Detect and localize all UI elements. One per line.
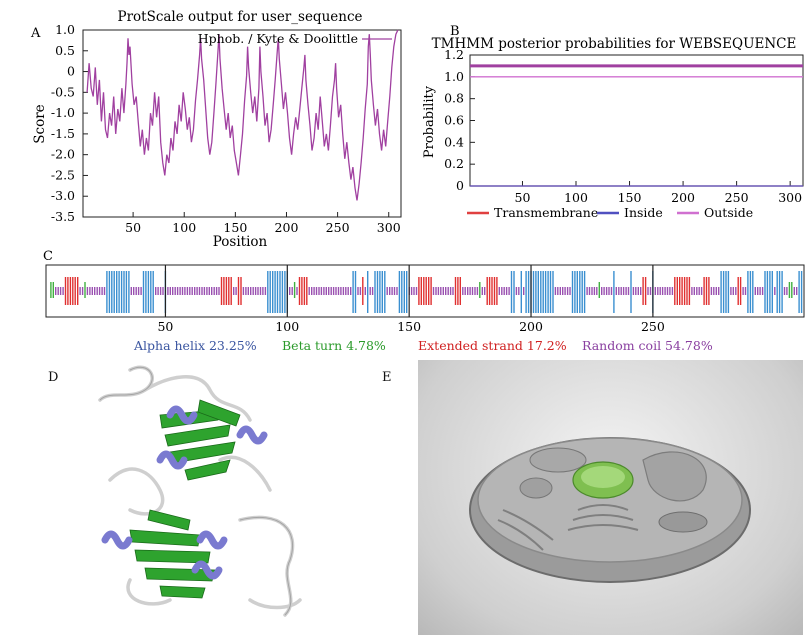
chart-a-ytick-label: -0.5 xyxy=(51,84,75,99)
tmhmm-chart: B TMHMM posterior probabilities for WEBS… xyxy=(422,24,804,220)
panel-label-a: A xyxy=(30,26,41,41)
chart-b-legend: Transmembrane Inside Outside xyxy=(467,205,753,220)
panel-label-e: E xyxy=(382,370,392,385)
legend-alpha-helix: Alpha helix 23.25% xyxy=(134,338,257,353)
chart-c-legend: Alpha helix 23.25% Beta turn 4.78% Exten… xyxy=(0,338,811,356)
chart-b-frame xyxy=(469,54,804,187)
chart-b-xtick-label: 300 xyxy=(778,190,802,205)
chart-a-xtick-label: 200 xyxy=(275,220,299,235)
panel-a: ProtScale output for user_sequence A 50 1… xyxy=(0,0,420,255)
chart-c-xtick-label: 250 xyxy=(641,319,665,334)
chart-a-ytick-label: 1.0 xyxy=(55,22,75,37)
chart-a-frame xyxy=(82,29,402,218)
secondary-structure-chart: C 50 100 150 200 250 xyxy=(43,249,805,334)
chart-b-ytick-label: 0.2 xyxy=(444,156,464,171)
cell-3d-image xyxy=(418,360,803,635)
chart-a-title: ProtScale output for user_sequence xyxy=(117,9,362,25)
chart-c-xtick-label: 100 xyxy=(275,319,299,334)
chart-b-ylabel: Probability xyxy=(422,85,437,158)
legend-beta-turn: Beta turn 4.78% xyxy=(282,338,386,353)
chart-c-xtick-label: 50 xyxy=(157,319,173,334)
chart-c-frame xyxy=(45,264,805,318)
chart-a-xtick-label: 50 xyxy=(125,220,141,235)
chart-c-xtick-label: 150 xyxy=(397,319,421,334)
chart-b-xtick-label: 50 xyxy=(515,190,531,205)
chart-a-xlabel: Position xyxy=(213,234,268,250)
panel-b: B TMHMM posterior probabilities for WEBS… xyxy=(415,0,811,255)
chart-b-xtick-label: 100 xyxy=(564,190,588,205)
chart-a-legend-text: Hphob. / Kyte & Doolittle xyxy=(198,31,358,46)
chart-a-ytick-label: -1.5 xyxy=(51,126,75,141)
legend-extended-strand: Extended strand 17.2% xyxy=(418,338,567,353)
chart-b-ytick-label: 1.2 xyxy=(444,47,464,62)
chart-b-ytick-label: 0.4 xyxy=(444,134,464,149)
chart-b-legend-label: Inside xyxy=(624,205,663,220)
cell-3d-icon xyxy=(469,437,751,583)
hydrophobicity-series-line xyxy=(86,29,399,201)
chart-a-ytick-label: -2.5 xyxy=(51,167,75,182)
chart-a-ytick-label: -1.0 xyxy=(51,105,75,120)
hydrophobicity-chart: ProtScale output for user_sequence A 50 1… xyxy=(30,9,402,250)
protein-ribbon-icon xyxy=(98,365,302,617)
chart-b-legend-label: Outside xyxy=(704,205,753,220)
chart-a-xtick-label: 250 xyxy=(326,220,350,235)
chart-a-ylabel: Score xyxy=(32,104,48,143)
chart-b-ytick-label: 0.6 xyxy=(444,113,464,128)
chart-b-ytick-label: 0 xyxy=(456,178,464,193)
chart-a-ytick-label: -3.0 xyxy=(51,188,75,203)
protein-3d-structure xyxy=(90,360,330,630)
chart-a-ytick-label: 0.5 xyxy=(55,43,75,58)
chart-b-xtick-label: 150 xyxy=(618,190,642,205)
chart-b-legend-label: Transmembrane xyxy=(494,205,598,220)
chart-a-ytick-label: 0 xyxy=(67,64,75,79)
chart-b-ytick-label: 0.8 xyxy=(444,91,464,106)
panel-label-b: B xyxy=(450,24,460,39)
chart-a-ytick-label: -3.5 xyxy=(51,209,75,224)
chart-a-ytick-label: -2.0 xyxy=(51,147,75,162)
chart-b-xtick-label: 200 xyxy=(671,190,695,205)
chart-b-ytick-label: 1.0 xyxy=(444,69,464,84)
chart-b-xtick-label: 250 xyxy=(725,190,749,205)
panel-label-d: D xyxy=(48,370,59,385)
legend-random-coil: Random coil 54.78% xyxy=(582,338,713,353)
panel-c: C 50 100 150 200 250 xyxy=(0,245,811,360)
panel-label-c: C xyxy=(43,249,53,264)
chart-a-xtick-label: 300 xyxy=(377,220,401,235)
chart-b-title: TMHMM posterior probabilities for WEBSEQ… xyxy=(432,36,797,52)
chart-c-xtick-label: 200 xyxy=(519,319,543,334)
chart-a-xtick-label: 150 xyxy=(223,220,247,235)
chart-a-xtick-label: 100 xyxy=(172,220,196,235)
